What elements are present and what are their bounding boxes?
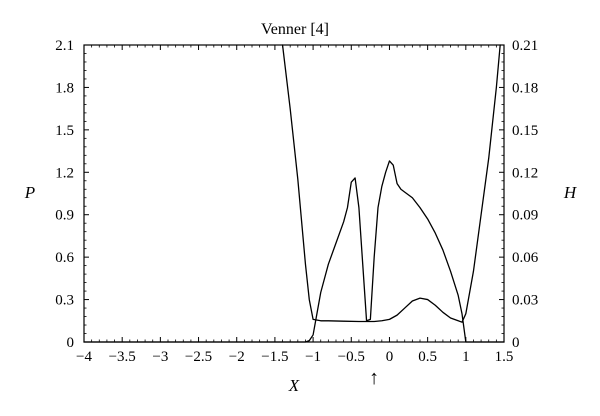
x-tick-label: −2.5 (185, 349, 212, 365)
y-left-tick-label: 2.1 (55, 38, 74, 54)
x-tick-label: 0 (386, 349, 394, 365)
series-line-h (281, 44, 501, 323)
arrow-annotation: ↑ (369, 367, 379, 389)
x-tick-label: 1 (462, 349, 470, 365)
x-tick-label: 0.5 (418, 349, 437, 365)
x-tick-label: −2 (229, 349, 245, 365)
y-right-tick-label: 0 (512, 335, 520, 351)
x-tick-label: −0.5 (338, 349, 365, 365)
x-tick-label: −3 (152, 349, 168, 365)
y-left-tick-label: 0.3 (55, 293, 74, 309)
x-tick-label: −4 (76, 349, 92, 365)
y-right-tick-label: 0.06 (512, 250, 539, 266)
y-right-tick-label: 0.09 (512, 208, 538, 224)
y-left-tick-label: 0 (67, 335, 75, 351)
y-right-tick-label: 0.18 (512, 80, 538, 96)
y-left-tick-label: 0.9 (55, 208, 74, 224)
y-right-tick-label: 0.12 (512, 165, 538, 181)
x-axis-title: X (288, 376, 300, 395)
y-axis-left-title: P (24, 183, 35, 202)
x-tick-label: −1 (305, 349, 321, 365)
ticks (83, 44, 505, 343)
y-right-tick-label: 0.15 (512, 123, 538, 139)
plot-frame (83, 44, 505, 343)
series-layer (83, 44, 505, 343)
y-left-tick-label: 1.5 (55, 123, 74, 139)
y-right-tick-label: 0.21 (512, 38, 538, 54)
x-tick-label: 1.5 (495, 349, 514, 365)
x-tick-label: −3.5 (109, 349, 136, 365)
labels-layer: −4 −3.5 −3 −2.5 −2 −1.5 −1 −0.5 0 0.5 1 1.500.30.60… (55, 38, 539, 365)
y-right-tick-label: 0.03 (512, 293, 538, 309)
series-line-p (83, 160, 505, 343)
chart-title: Venner [4] (261, 21, 329, 38)
y-left-tick-label: 1.2 (55, 165, 74, 181)
y-axis-right-title: H (563, 183, 578, 202)
x-tick-label: −1.5 (261, 349, 288, 365)
y-left-tick-label: 1.8 (55, 80, 74, 96)
y-left-tick-label: 0.6 (55, 250, 74, 266)
